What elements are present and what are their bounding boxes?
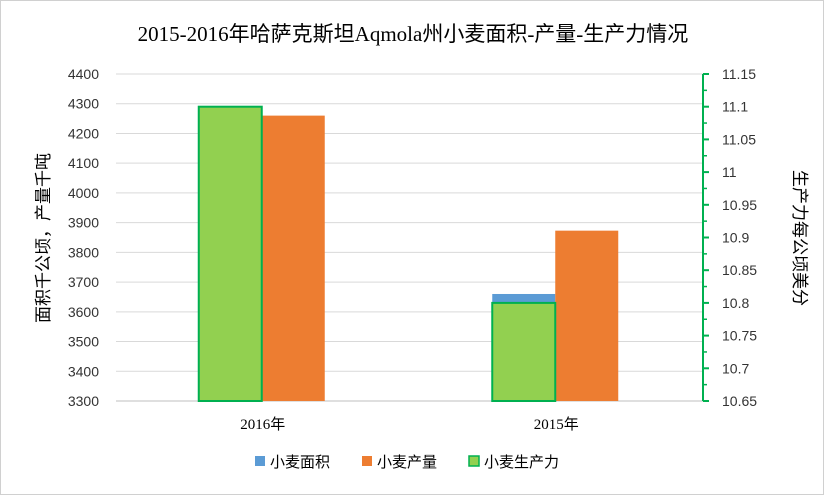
bar-production-0	[261, 115, 325, 402]
left-tick-label: 3500	[68, 334, 99, 350]
right-tick-label: 10.95	[722, 197, 757, 213]
left-tick-label: 3800	[68, 244, 99, 260]
legend-label: 小麦产量	[377, 453, 437, 471]
left-tick-label: 3700	[68, 274, 99, 290]
legend: 小麦面积 小麦产量 小麦生产力	[255, 453, 559, 471]
left-tick-label: 3900	[68, 215, 99, 231]
left-tick-label: 4100	[68, 155, 99, 171]
left-tick-label: 4300	[68, 96, 99, 112]
left-tick-label: 4200	[68, 125, 99, 141]
right-tick-label: 10.8	[722, 295, 749, 311]
right-tick-label: 10.85	[722, 262, 757, 278]
right-tick-label: 10.65	[722, 393, 757, 409]
right-tick-label: 10.7	[722, 360, 749, 376]
bar-productivity-1	[491, 301, 557, 402]
legend-swatch	[468, 455, 480, 467]
right-tick-label: 10.9	[722, 230, 749, 246]
bars-layer	[197, 105, 619, 402]
right-tick-label: 11.15	[722, 66, 756, 82]
category-labels: 2016年 2015年	[240, 416, 579, 433]
left-tick-label: 3300	[68, 393, 99, 409]
right-tick-label: 11.05	[722, 131, 756, 147]
left-tick-label: 3600	[68, 304, 99, 320]
bar-production-1	[555, 230, 619, 401]
bar-productivity-0	[197, 105, 263, 402]
legend-label: 小麦生产力	[484, 453, 559, 471]
left-tick-label: 4000	[68, 185, 99, 201]
chart-title: 2015-2016年哈萨克斯坦Aqmola州小麦面积-产量-生产力情况	[138, 22, 689, 46]
left-tick-label: 3400	[68, 363, 99, 379]
right-tick-label: 11.1	[722, 99, 748, 115]
right-axis: 10.65 10.7 10.75 10.8 10.85 10.9 10.95 11 11.05 1…	[702, 66, 757, 409]
right-tick-label: 11	[722, 164, 737, 180]
category-label: 2015年	[534, 416, 579, 433]
left-axis-ticks: 3300 3400 3500 3600 3700 3800 3900 4000 4100 4200…	[68, 66, 99, 409]
category-label: 2016年	[240, 416, 285, 433]
right-tick-label: 10.75	[722, 328, 757, 344]
left-axis-title: 面积千公顷，产量千吨	[34, 153, 54, 323]
legend-swatch	[362, 456, 372, 466]
right-axis-title: 生产力每公顷美分	[789, 170, 809, 306]
legend-label: 小麦面积	[270, 453, 330, 471]
legend-swatch	[255, 456, 265, 466]
left-tick-label: 4400	[68, 66, 99, 82]
